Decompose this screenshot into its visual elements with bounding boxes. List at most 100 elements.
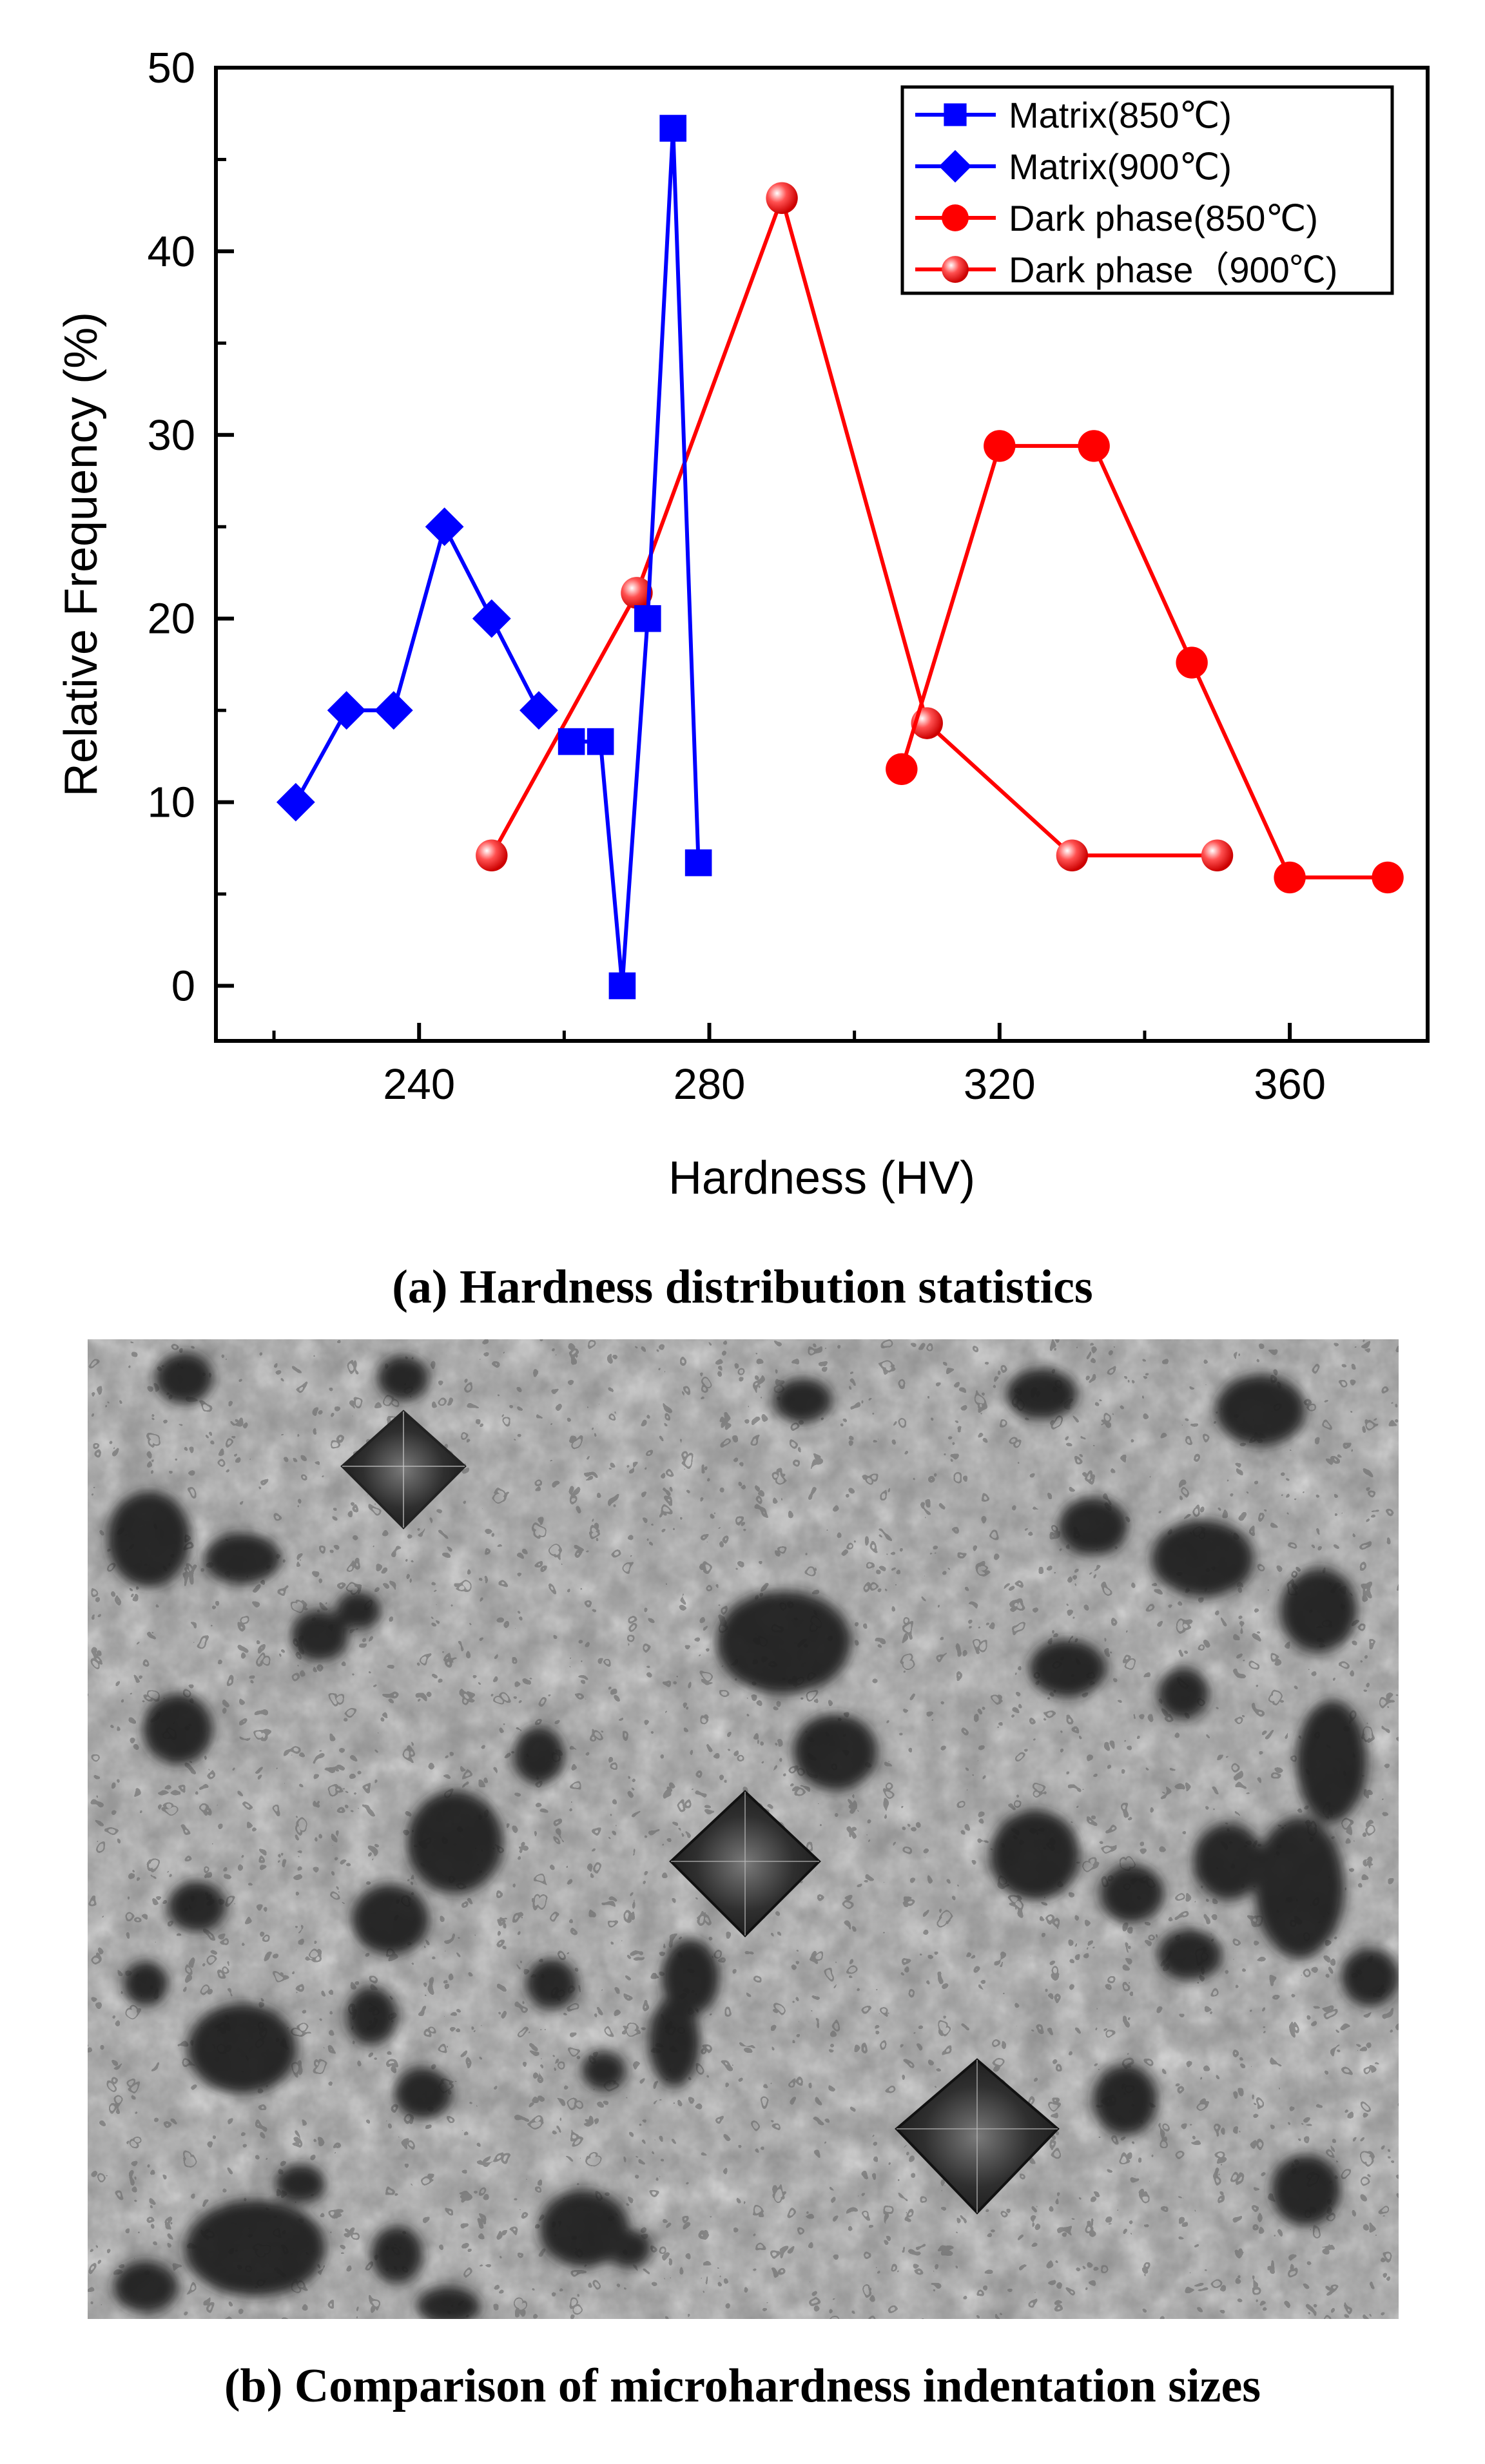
dark-phase-particle [275, 2164, 326, 2203]
legend: Matrix(850℃) Matrix(900℃) Dark phase(850℃)… [900, 85, 1394, 295]
legend-label: Matrix(850℃) [1009, 95, 1232, 135]
data-point [374, 691, 413, 730]
x-tick-label: 240 [383, 1060, 455, 1109]
data-point [519, 691, 558, 730]
dark-phase-particle [1254, 1816, 1344, 1958]
y-tick-label: 0 [171, 962, 195, 1011]
dark-phase-particle [378, 1355, 429, 1401]
dark-phase-particle [188, 2003, 297, 2093]
dark-phase-particle [336, 1591, 381, 1629]
dark-phase-particle [1093, 2064, 1158, 2135]
caption-b: (b) Comparison of microhardness indentat… [224, 2360, 1261, 2412]
dark-phase-particle [648, 1997, 700, 2087]
data-point [621, 577, 653, 609]
data-point [942, 256, 969, 283]
series-line [899, 443, 1388, 880]
dark-phase-particle [407, 1790, 503, 1894]
dark-phase-particle [1341, 1948, 1399, 2006]
series-3 [476, 182, 1234, 871]
data-point [1274, 861, 1306, 894]
dark-phase-particle [1158, 1668, 1209, 1720]
dark-phase-particle [123, 1961, 168, 2006]
data-point [942, 204, 969, 231]
data-point [659, 115, 687, 142]
data-point [587, 728, 614, 755]
data-point [766, 182, 798, 214]
dark-phase-particle [1100, 1865, 1164, 1923]
data-point [886, 753, 918, 786]
indentation-medium [669, 1790, 821, 1937]
dark-phase-particle [1158, 1929, 1222, 1981]
y-tick-label: 20 [147, 595, 195, 643]
dark-phase-particle [1006, 1368, 1077, 1420]
data-point [425, 507, 464, 547]
dark-phase-particle [1029, 1639, 1106, 1697]
data-point [1056, 839, 1089, 871]
dark-phase-particle [416, 2287, 481, 2319]
series-line [490, 191, 1218, 858]
data-point [327, 691, 366, 730]
micrograph-image [88, 1339, 1399, 2319]
dark-phase-particle [661, 1939, 719, 2016]
dark-phase-particle [168, 1881, 226, 1932]
dark-phase-particle [607, 2229, 652, 2267]
series-1 [276, 507, 558, 822]
data-point [558, 728, 585, 755]
data-point [1078, 430, 1110, 462]
dark-phase-particle [345, 1987, 397, 2045]
dark-phase-particle [1216, 1375, 1306, 1446]
y-tick-label: 30 [147, 411, 195, 460]
dark-phase-particle [204, 1533, 281, 1584]
dark-phase-particle [371, 2226, 423, 2284]
x-tick-label: 280 [674, 1060, 746, 1109]
data-point [1201, 839, 1234, 871]
data-point [944, 103, 967, 126]
dark-phase-particle [394, 2068, 452, 2119]
y-tick-label: 40 [147, 228, 195, 276]
data-point [472, 599, 511, 638]
x-tick-label: 320 [964, 1060, 1036, 1109]
series-line [294, 521, 541, 804]
series-line [571, 128, 701, 986]
data-point [634, 605, 661, 632]
dark-phase-particle [352, 1884, 429, 1955]
data-point [938, 150, 972, 183]
dark-phase-particle [1270, 2155, 1341, 2226]
hardness-distribution-chart: 0 10 20 30 40 50 240 280 320 360 Relative Frequen… [55, 44, 1430, 1204]
dark-phase-particle [142, 1694, 213, 1765]
dark-phase-particle [793, 1713, 877, 1790]
data-point [276, 782, 315, 822]
data-point [476, 839, 508, 871]
dark-phase-particle [1151, 1520, 1254, 1597]
dark-phase-particle [526, 1958, 578, 2010]
y-axis-title: Relative Frequency (%) [55, 312, 107, 797]
dark-phase-particle [716, 1591, 851, 1694]
dark-phase-particle [774, 1378, 832, 1423]
data-point [608, 972, 636, 1000]
data-point [1372, 861, 1404, 894]
caption-a: (a) Hardness distribution statistics [392, 1261, 1093, 1314]
data-point [984, 430, 1016, 462]
dark-phase-particle [155, 1352, 213, 1404]
data-point [1176, 646, 1208, 679]
data-point [684, 849, 712, 877]
indentation-large [895, 2058, 1060, 2215]
dark-phase-particle [513, 1726, 565, 1784]
legend-label: Dark phase（900℃) [1009, 249, 1337, 290]
dark-phase-particle [291, 1610, 349, 1662]
x-axis-title: Hardness (HV) [668, 1152, 975, 1204]
dark-phase-particle [113, 2261, 178, 2313]
dark-phase-particle [107, 1491, 191, 1587]
dark-phase-particle [1058, 1497, 1129, 1555]
dark-phase-particle [1296, 1700, 1367, 1823]
legend-label: Matrix(900℃) [1009, 146, 1232, 187]
x-tick-label: 360 [1254, 1060, 1326, 1109]
dark-phase-particle [581, 2052, 626, 2090]
y-tick-label: 50 [147, 44, 195, 92]
dark-phase-particle [184, 2200, 326, 2296]
legend-label: Dark phase(850℃) [1009, 198, 1318, 238]
dark-phase-particle [1193, 1823, 1264, 1900]
indentation-small [340, 1410, 467, 1529]
dark-phase-particle [990, 1810, 1080, 1900]
dark-phase-particle [1280, 1568, 1357, 1652]
